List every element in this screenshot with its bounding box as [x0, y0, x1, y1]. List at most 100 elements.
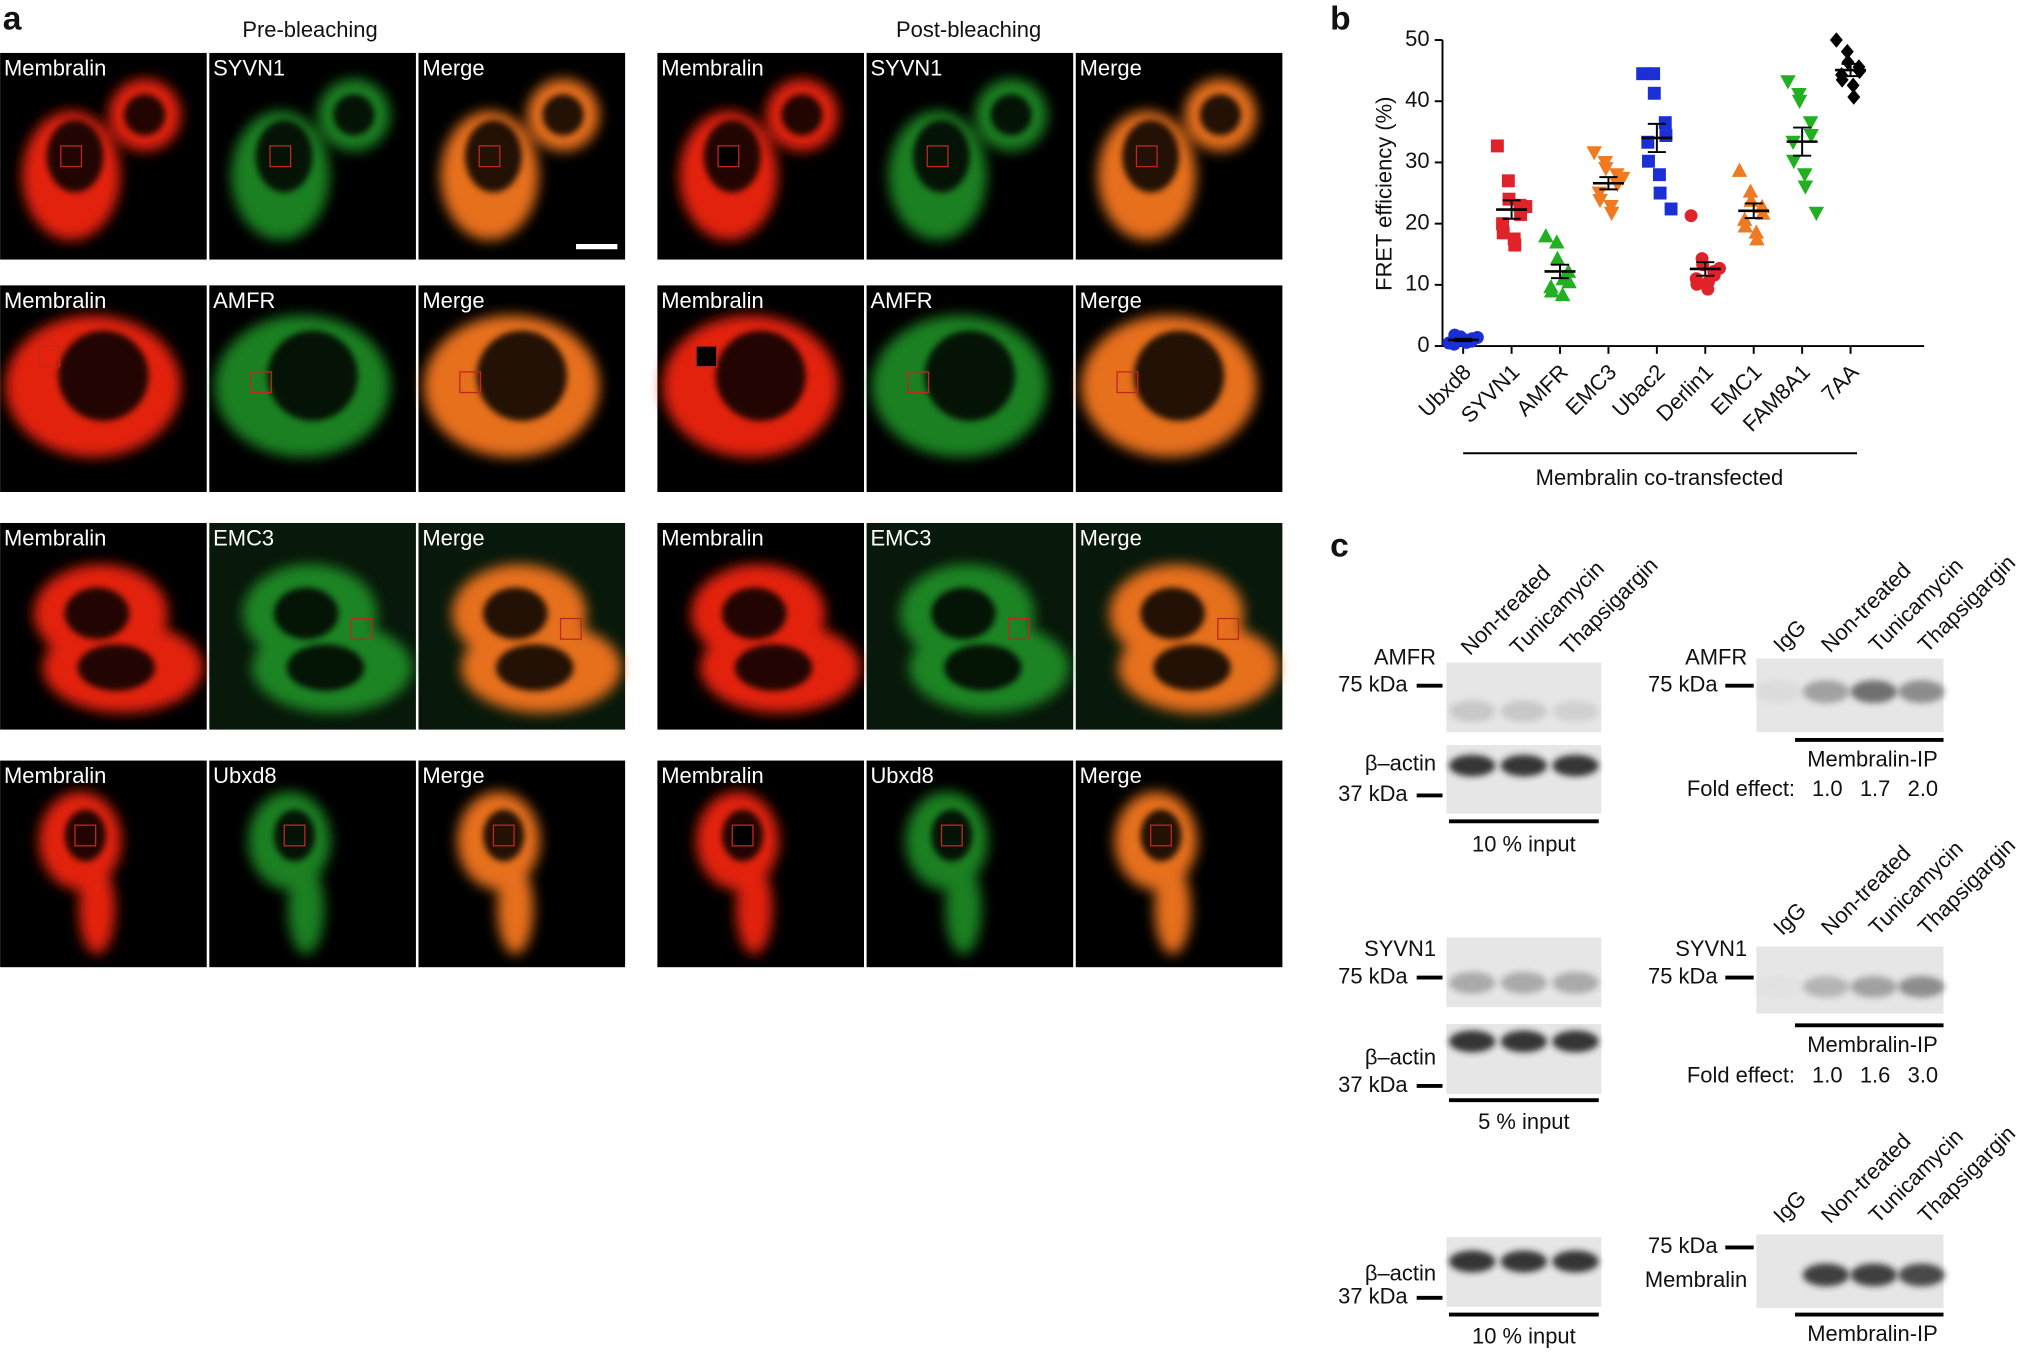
fold-value: 3.0 [1908, 1063, 1939, 1088]
data-point [1603, 206, 1620, 221]
nuclei [715, 330, 806, 421]
blot-label: β–actin [1365, 1260, 1436, 1285]
nucleus [1140, 587, 1205, 640]
nucleus [944, 644, 1022, 691]
y-tick-label: 50 [1405, 26, 1429, 51]
micrograph [866, 285, 1074, 492]
nucleus [464, 120, 522, 193]
panel-label-text: SYVN1 [213, 56, 285, 81]
data-point [1586, 146, 1602, 161]
band [1850, 680, 1898, 704]
data-point [1742, 183, 1759, 198]
data-point [1785, 154, 1802, 169]
nucleus [64, 809, 107, 862]
data-point [1501, 174, 1515, 188]
data-point [1841, 54, 1855, 70]
band [1552, 754, 1599, 777]
panel-label: b [1330, 1, 1351, 38]
blot-label: AMFR [1374, 644, 1436, 669]
nucleus [476, 330, 567, 421]
nuclei [483, 809, 525, 862]
data-point [1636, 67, 1650, 81]
panel-label-text: Membralin [4, 288, 106, 313]
y-tick-label: 20 [1405, 209, 1429, 234]
band [1448, 1250, 1496, 1273]
lane-label: IgG [1768, 614, 1811, 657]
band [1802, 680, 1850, 704]
fold-label: Fold effect: [1687, 776, 1795, 801]
bleach-roi [74, 824, 97, 847]
fold-value: 1.7 [1860, 776, 1891, 801]
micrograph [1075, 522, 1283, 730]
panel-label-text: Merge [1080, 288, 1142, 313]
nuclei [64, 809, 107, 862]
nucleus [273, 587, 339, 640]
fold-value: 1.0 [1812, 776, 1843, 801]
panel-label-text: Membralin [4, 763, 106, 788]
data-point [1652, 168, 1666, 182]
y-tick-label: 30 [1405, 148, 1429, 173]
panel-label-text: EMC3 [213, 526, 274, 551]
micrograph [1075, 52, 1283, 260]
group-title: Post-bleaching [896, 17, 1041, 42]
group-title: Pre-bleaching [242, 17, 377, 42]
cell [497, 863, 534, 955]
blot-label: SYVN1 [1364, 936, 1436, 961]
band [1448, 754, 1496, 777]
nucleus [483, 809, 525, 862]
data-point [1659, 129, 1673, 142]
micrograph [1075, 760, 1283, 968]
bleach-roi [1150, 824, 1172, 847]
nuclei [1133, 330, 1225, 421]
bleach-roi [926, 145, 949, 168]
bleach-roi [269, 145, 292, 168]
mw-marker: 37 kDa [1338, 1284, 1408, 1309]
bleach-roi [350, 617, 373, 640]
nuclei [58, 330, 149, 421]
band [1755, 976, 1801, 997]
nucleus [58, 330, 149, 421]
mw-marker: 37 kDa [1338, 781, 1408, 806]
data-point [1846, 77, 1860, 94]
nuclei [273, 587, 365, 691]
bleach-roi [459, 371, 482, 394]
band [1552, 1030, 1599, 1053]
panel-label-text: EMC3 [870, 526, 931, 551]
fold-label: Fold effect: [1687, 1063, 1795, 1088]
micrograph [657, 522, 864, 730]
nucleus [495, 644, 574, 691]
data-point [1702, 275, 1715, 289]
fold-value: 1.6 [1860, 1063, 1891, 1088]
data-point [1755, 205, 1771, 220]
bleach-roi [1116, 371, 1139, 394]
bleach-roi [559, 617, 582, 640]
mw-marker: 75 kDa [1648, 671, 1718, 696]
nucleus [913, 120, 970, 193]
panel-label-text: Merge [1080, 56, 1142, 81]
bleach-roi [283, 824, 306, 847]
nuclei [931, 809, 973, 862]
data-point [1519, 200, 1533, 213]
nuclei [931, 587, 1022, 691]
panel-label-text: Merge [422, 288, 484, 313]
data-point [1690, 277, 1704, 291]
cell [288, 863, 325, 955]
nucleus [715, 330, 806, 421]
data-point [1647, 86, 1661, 100]
nucleus [64, 587, 130, 640]
y-axis-label: FRET efficiency (%) [1371, 97, 1396, 291]
data-point [1496, 226, 1510, 240]
nucleus [924, 330, 1016, 421]
micrograph [209, 760, 416, 968]
nuclei [464, 94, 584, 193]
nuclei [255, 94, 375, 193]
data-point [1803, 129, 1819, 144]
data-point [1538, 228, 1554, 243]
panel-label-text: Ubxd8 [870, 763, 933, 788]
data-point [1658, 116, 1672, 130]
bleach-roi [907, 371, 930, 394]
data-point [1647, 67, 1661, 81]
x-tick-label: AMFR [1511, 359, 1573, 421]
data-point [1543, 283, 1560, 298]
nucleus [542, 94, 584, 136]
